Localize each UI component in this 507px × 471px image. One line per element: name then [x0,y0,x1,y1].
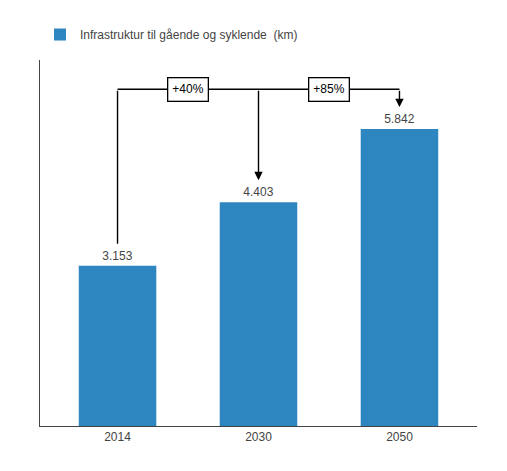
svg-text:+40%: +40% [172,82,203,96]
svg-text:2030: 2030 [245,430,272,444]
svg-text:2014: 2014 [104,430,131,444]
svg-text:5.842: 5.842 [384,112,414,126]
svg-text:3.153: 3.153 [102,249,132,263]
svg-text:Infrastruktur til gående og sy: Infrastruktur til gående og syklende (km… [80,28,297,42]
svg-text:4.403: 4.403 [243,185,273,199]
svg-text:2050: 2050 [386,430,413,444]
svg-text:+85%: +85% [313,82,344,96]
